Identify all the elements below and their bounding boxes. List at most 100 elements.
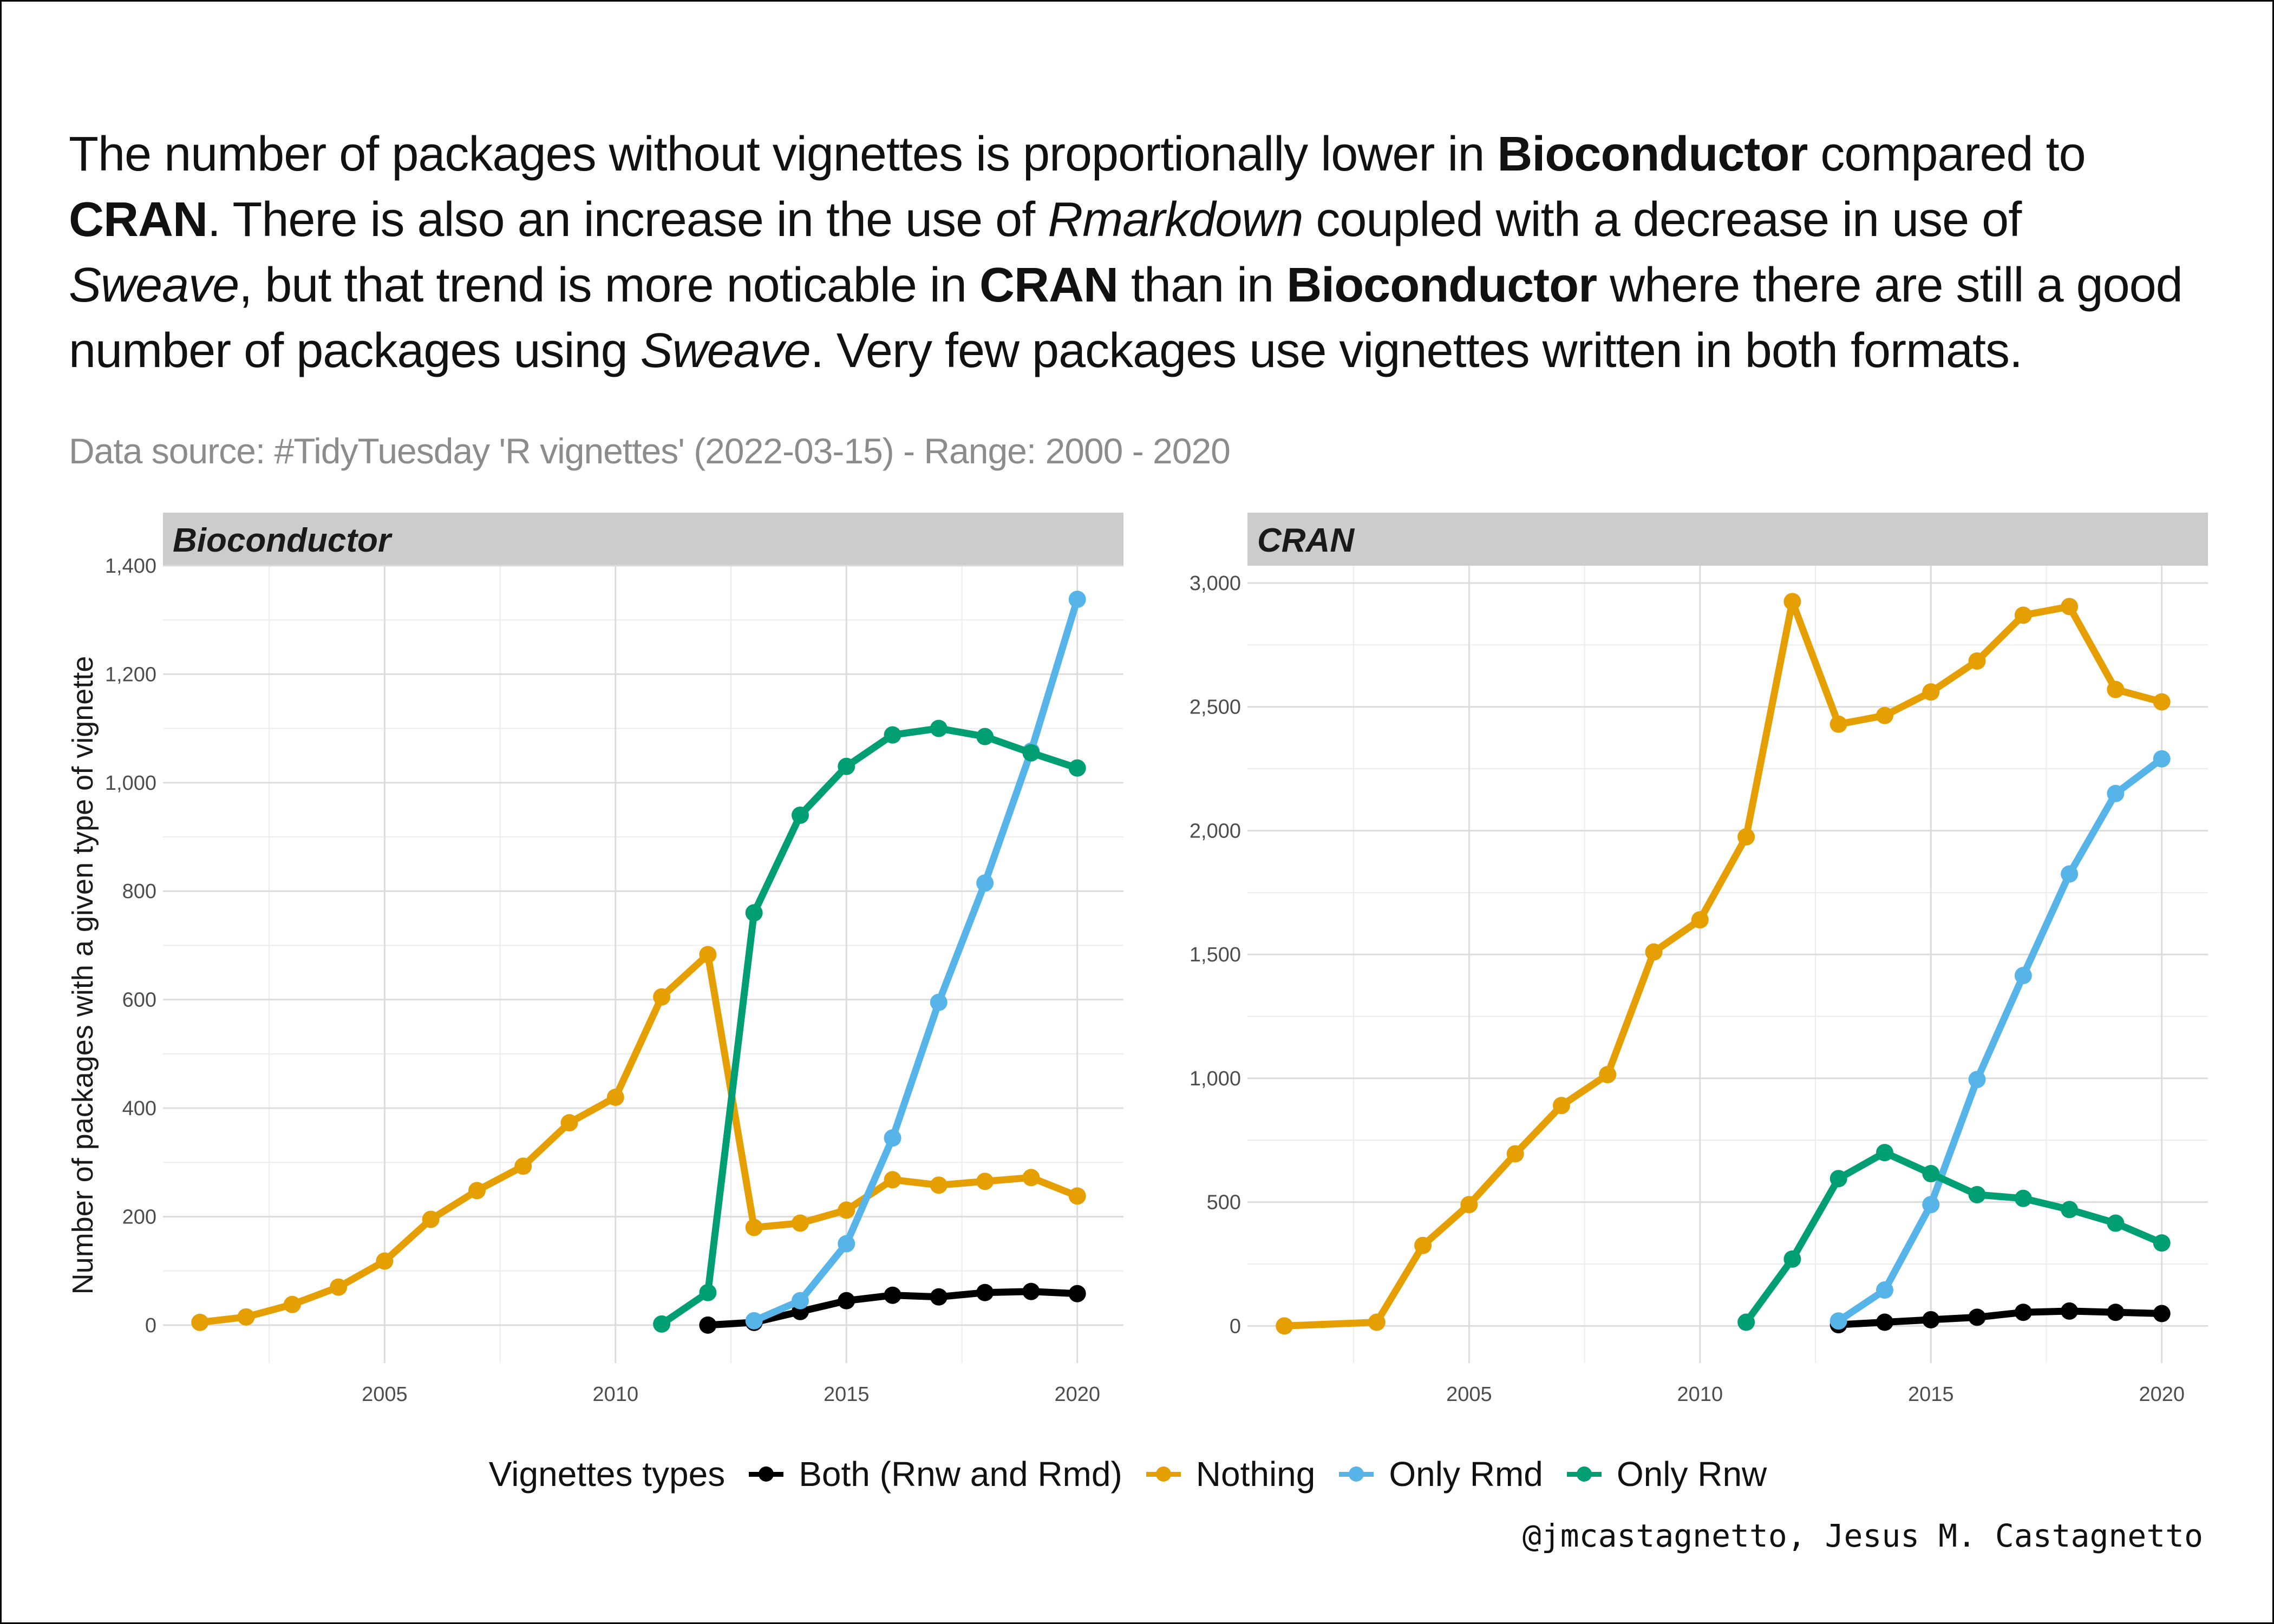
y-tick-label: 800 [122, 880, 156, 903]
y-tick-label: 600 [122, 989, 156, 1012]
data-point-both-rnw-and-rmd [2153, 1305, 2171, 1322]
data-point-nothing [376, 1252, 394, 1270]
data-point-both-rnw-and-rmd [1876, 1313, 1893, 1331]
facet-label: Bioconductor [173, 522, 393, 559]
data-point-both-rnw-and-rmd [1922, 1311, 1940, 1328]
x-tick-label: 2005 [362, 1383, 408, 1406]
legend-title: Vignettes types [488, 1455, 726, 1494]
data-point-both-rnw-and-rmd [699, 1316, 717, 1334]
y-tick-label: 2,500 [1190, 696, 1241, 719]
y-tick-label: 500 [1207, 1191, 1241, 1214]
series-line-only-rmd [750, 595, 1081, 1325]
data-point-only-rnw [2107, 1214, 2125, 1232]
data-point-only-rnw [745, 904, 763, 922]
series-line-nothing [196, 951, 1081, 1326]
data-point-nothing [468, 1182, 486, 1200]
title-segment: . There is also an increase in the use o… [207, 193, 1048, 247]
data-point-only-rmd [1968, 1071, 1986, 1089]
title-segment: Bioconductor [1286, 258, 1597, 312]
y-tick-label: 1,000 [105, 772, 156, 795]
chart-subtitle: Data source: #TidyTuesday 'R vignettes' … [69, 431, 1231, 471]
series-line-only-rmd [1835, 755, 2166, 1325]
data-point-nothing [2061, 598, 2079, 615]
data-point-only-rnw [2061, 1201, 2079, 1219]
data-point-only-rnw [930, 719, 948, 737]
y-axis-label: Number of packages with a given type of … [67, 656, 99, 1295]
faceted-line-chart: Bioconductor 2005 2010 2015 2020 0 200 400 600 80… [67, 513, 2208, 1406]
data-point-nothing [1368, 1313, 1386, 1331]
data-point-nothing [791, 1214, 809, 1232]
data-point-only-rnw [976, 728, 994, 745]
data-point-only-rmd [1068, 591, 1086, 608]
panel-cran: CRAN 2005 2010 2015 2020 0 500 1,000 1,500 2,000 2… [1190, 513, 2208, 1406]
x-tick-label: 2010 [1677, 1383, 1723, 1406]
legend-label-only-rnw: Only Rnw [1616, 1455, 1767, 1494]
y-tick-label: 0 [1230, 1315, 1241, 1338]
data-point-only-rnw [699, 1284, 717, 1301]
caption: @jmcastagnetto, Jesus M. Castagnetto [1522, 1517, 2203, 1554]
data-point-nothing [422, 1210, 440, 1228]
data-point-nothing [930, 1176, 948, 1194]
title-segment: CRAN [69, 193, 208, 247]
data-point-only-rnw [791, 806, 809, 824]
chart-title: The number of packages without vignettes… [69, 122, 2213, 384]
title-segment: coupled with a decrease in use of [1303, 193, 2022, 247]
data-point-only-rnw [2153, 1234, 2171, 1252]
data-point-only-rnw [1922, 1165, 1940, 1183]
data-point-nothing [330, 1278, 348, 1296]
data-point-both-rnw-and-rmd [2061, 1302, 2079, 1320]
series-line-only-rnw [1742, 1149, 2166, 1326]
legend-item-only-rnw: Only Rnw [1565, 1454, 1767, 1494]
data-point-nothing [1068, 1187, 1086, 1205]
title-segment: where there are still a good number of p… [69, 258, 2183, 378]
facet-strip [1247, 513, 2208, 566]
data-point-nothing [2107, 680, 2125, 698]
data-point-both-rnw-and-rmd [930, 1288, 948, 1306]
title-segment: CRAN [979, 258, 1119, 312]
data-point-only-rnw [1968, 1186, 1986, 1203]
data-point-nothing [606, 1089, 624, 1106]
title-segment: . Very few packages use vignettes writte… [810, 324, 2023, 378]
data-point-only-rmd [745, 1312, 763, 1330]
data-point-nothing [514, 1157, 532, 1175]
data-point-nothing [1922, 683, 1940, 701]
data-point-nothing [1829, 715, 1847, 733]
data-point-only-rnw [884, 726, 901, 744]
x-tick-label: 2015 [1908, 1383, 1954, 1406]
data-point-nothing [745, 1219, 763, 1236]
data-point-nothing [1022, 1169, 1040, 1187]
data-point-nothing [2153, 693, 2171, 711]
data-point-only-rnw [1829, 1170, 1847, 1188]
data-point-nothing [1552, 1097, 1570, 1115]
data-point-only-rmd [2061, 865, 2079, 883]
title-segment: , but that trend is more noticable in [239, 258, 979, 312]
data-point-both-rnw-and-rmd [2107, 1304, 2125, 1321]
facet-label: CRAN [1257, 522, 1355, 559]
data-point-only-rmd [1829, 1312, 1847, 1330]
panel-bioconductor: Bioconductor 2005 2010 2015 2020 0 200 400 600 80… [67, 513, 1123, 1406]
data-point-nothing [283, 1295, 301, 1313]
data-point-nothing [237, 1308, 255, 1326]
data-point-nothing [1783, 593, 1801, 611]
data-point-both-rnw-and-rmd [1068, 1285, 1086, 1302]
data-point-only-rnw [2014, 1189, 2032, 1207]
data-point-only-rmd [838, 1235, 855, 1253]
data-point-only-rnw [653, 1315, 671, 1333]
data-point-both-rnw-and-rmd [2014, 1304, 2032, 1321]
y-tick-label: 1,400 [105, 555, 156, 578]
data-point-nothing [699, 946, 717, 964]
legend-key-both [747, 1463, 786, 1485]
title-segment: than in [1118, 258, 1287, 312]
title-segment: Rmarkdown [1048, 193, 1303, 247]
y-tick-label: 400 [122, 1097, 156, 1120]
data-point-nothing [1737, 828, 1755, 846]
facet-strip [163, 513, 1123, 566]
data-point-nothing [1599, 1066, 1617, 1084]
data-point-nothing [1506, 1145, 1524, 1163]
series-line-only-rnw [658, 725, 1081, 1328]
data-point-nothing [1276, 1317, 1293, 1335]
y-tick-label: 1,000 [1190, 1068, 1241, 1090]
title-segment: Sweave [640, 324, 811, 378]
legend-item-both: Both (Rnw and Rmd) [747, 1454, 1122, 1494]
data-point-only-rmd [976, 874, 994, 892]
